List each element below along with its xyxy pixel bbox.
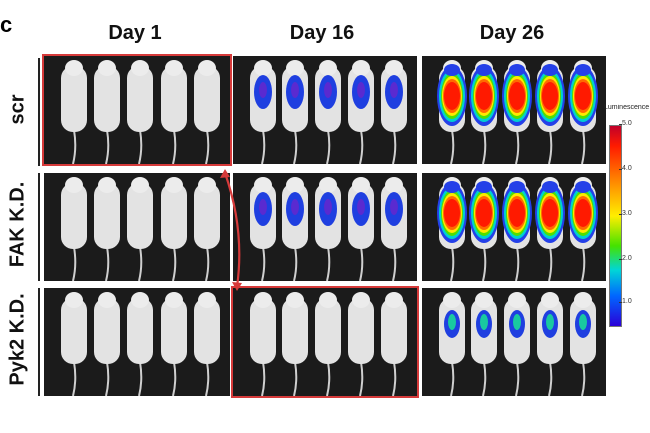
mouse: [194, 177, 220, 281]
panel-pyk2-day1: [44, 288, 230, 396]
row-rule-pyk2: [38, 288, 40, 396]
mouse: [315, 177, 341, 281]
panel-letter: c: [0, 12, 13, 37]
mouse: [502, 60, 532, 164]
mouse: [437, 177, 467, 281]
panel-scr-day16: [233, 56, 417, 164]
colorbar-title: Luminescence: [604, 104, 650, 111]
mouse: [61, 60, 87, 164]
mouse: [502, 177, 532, 281]
mouse: [381, 60, 407, 164]
panel-scr-day26: [422, 56, 606, 164]
column-header-day1: Day 1: [108, 22, 162, 44]
mouse: [161, 292, 187, 396]
luminescence-colorbar: [609, 125, 622, 327]
colorbar-tick: 4.0: [619, 165, 632, 172]
panel-pyk2-day16: [233, 288, 417, 396]
mouse: [535, 60, 565, 164]
mouse: [127, 60, 153, 164]
mouse: [439, 292, 465, 396]
mouse: [381, 292, 407, 396]
mouse: [568, 177, 598, 281]
colorbar-tick: 1.0: [619, 298, 632, 305]
mouse: [568, 60, 598, 164]
mouse: [94, 177, 120, 281]
column-header-day26: Day 26: [479, 22, 545, 44]
mouse: [570, 292, 596, 396]
row-label-pyk2: Pyk2 K.D.: [6, 293, 29, 386]
mouse: [250, 60, 276, 164]
mouse: [94, 292, 120, 396]
mouse: [127, 177, 153, 281]
mouse: [282, 177, 308, 281]
row-rule-fak: [38, 173, 40, 281]
panel-fak-day1: [44, 173, 230, 281]
mouse: [348, 177, 374, 281]
mouse: [194, 60, 220, 164]
panel-scr-day1: [44, 56, 230, 164]
panel-fak-day26: [422, 173, 606, 281]
panel-pyk2-day26: [422, 288, 606, 396]
mouse: [161, 177, 187, 281]
mouse: [282, 292, 308, 396]
mouse: [250, 177, 276, 281]
row-label-fak: FAK K.D.: [6, 181, 29, 268]
mouse: [535, 177, 565, 281]
mouse: [61, 177, 87, 281]
mouse: [161, 60, 187, 164]
row-rule-scr: [38, 58, 40, 166]
mouse: [537, 292, 563, 396]
column-header-day16: Day 16: [289, 22, 355, 44]
mouse: [437, 60, 467, 164]
colorbar-tick: 5.0: [619, 120, 632, 127]
mouse: [381, 177, 407, 281]
mouse: [469, 177, 499, 281]
mouse: [194, 292, 220, 396]
mouse: [469, 60, 499, 164]
mouse: [315, 292, 341, 396]
comparison-arrow: [220, 169, 242, 291]
mouse: [94, 60, 120, 164]
mouse: [348, 292, 374, 396]
mouse: [250, 292, 276, 396]
mouse: [504, 292, 530, 396]
colorbar-tick: 2.0: [619, 255, 632, 262]
panel-fak-day16: [233, 173, 417, 281]
mouse: [61, 292, 87, 396]
mouse: [471, 292, 497, 396]
row-label-scr: scr: [6, 94, 29, 125]
mouse: [127, 292, 153, 396]
colorbar-tick: 3.0: [619, 210, 632, 217]
mouse: [315, 60, 341, 164]
mouse: [282, 60, 308, 164]
mouse: [348, 60, 374, 164]
